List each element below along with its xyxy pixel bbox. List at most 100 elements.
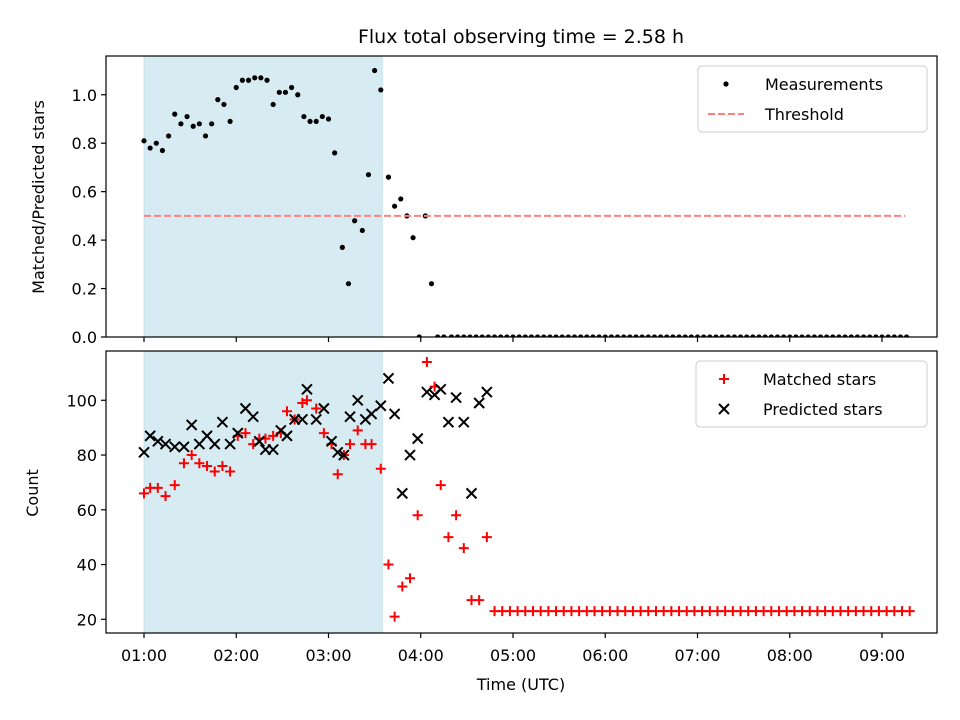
- chart-title: Flux total observing time = 2.58 h: [358, 26, 684, 48]
- matched-stars-point: [202, 460, 213, 471]
- measurements-point: [676, 334, 682, 337]
- measurements-point: [768, 334, 774, 337]
- measurements-point: [787, 334, 793, 337]
- measurements-point: [670, 334, 676, 337]
- measurements-point: [590, 334, 596, 337]
- predicted-stars-point: [442, 416, 455, 428]
- bottom-frame: [105, 350, 938, 634]
- predicted-stars-point: [152, 435, 164, 448]
- matched-stars-point: [345, 439, 356, 450]
- measurements-point: [365, 172, 372, 178]
- measurements-point: [270, 101, 276, 108]
- measurements-point: [276, 89, 282, 95]
- matched-stars-point: [389, 611, 400, 622]
- measurements-point: [553, 334, 559, 337]
- matched-stars-point: [904, 606, 915, 617]
- measurements-point: [781, 334, 787, 337]
- measurements-point: [608, 334, 614, 337]
- measurements-point: [319, 113, 325, 120]
- predicted-stars-point: [325, 435, 338, 448]
- measurements-point: [774, 334, 781, 337]
- matched-stars-point: [421, 356, 432, 367]
- measurements-point: [707, 334, 713, 337]
- matched-stars-point: [383, 559, 394, 570]
- measurements-point: [824, 334, 830, 337]
- measurements-point: [811, 334, 817, 337]
- predicted-stars-point: [396, 487, 409, 500]
- bottom-x-tick-label: 05:00: [490, 646, 536, 665]
- predicted-stars-point: [404, 449, 416, 461]
- measurements-point: [885, 334, 891, 337]
- measurements-point: [392, 203, 398, 209]
- measurements-point: [658, 334, 664, 337]
- measurements-point: [854, 334, 860, 337]
- measurements-point: [385, 174, 392, 180]
- measurements-point: [713, 334, 719, 337]
- bottom-y-tick-label: 60: [77, 501, 97, 520]
- measurements-point: [836, 334, 842, 337]
- predicted-stars-point: [185, 419, 198, 431]
- measurements-point: [479, 334, 485, 337]
- bottom-panel: 20 40 60 80 100 01:00 02:00 03:00 04:00 05:00 06:0…: [66, 350, 938, 665]
- measurements-point: [830, 334, 836, 337]
- measurements-point: [202, 133, 209, 139]
- measurements-point: [147, 145, 153, 151]
- matched-stars-point: [332, 469, 343, 480]
- predicted-stars-point: [352, 394, 364, 406]
- matched-stars-point: [443, 532, 454, 543]
- measurements-point: [817, 334, 824, 337]
- matched-stars-point: [152, 482, 163, 493]
- matched-stars-point: [178, 458, 189, 469]
- measurements-point: [264, 77, 270, 83]
- measurements-point: [688, 334, 694, 337]
- matched-stars-point: [209, 466, 220, 477]
- top-y-tick-label: 0.0: [72, 328, 97, 347]
- measurements-point: [725, 334, 731, 337]
- measurements-point: [805, 334, 811, 337]
- predicted-stars-point: [481, 386, 493, 398]
- measurements-point: [522, 334, 528, 337]
- measurements-point: [372, 67, 378, 74]
- bottom-y-tick-label: 40: [77, 556, 97, 575]
- matched-stars-point: [352, 425, 363, 436]
- measurements-point: [307, 118, 313, 125]
- matched-stars-point: [217, 460, 228, 471]
- predicted-stars-point: [267, 443, 279, 456]
- measurements-point: [645, 334, 651, 337]
- measurements-point: [541, 334, 547, 337]
- predicted-stars-point: [224, 438, 236, 450]
- predicted-stars-point: [281, 430, 293, 442]
- measurements-point: [682, 334, 688, 337]
- bottom-x-tick-label: 07:00: [674, 646, 720, 665]
- measurements-point: [904, 334, 910, 337]
- predicted-stars-point: [253, 435, 266, 448]
- measurements-point: [565, 334, 571, 337]
- matched-stars-point: [225, 466, 236, 477]
- bottom-x-tick-label: 01:00: [121, 646, 167, 665]
- predicted-stars-point: [318, 402, 330, 415]
- measurements-point: [571, 334, 578, 337]
- measurements-point: [516, 334, 522, 337]
- measurements-point: [897, 334, 904, 337]
- legend-threshold-label: Threshold: [764, 105, 844, 124]
- measurements-point: [731, 334, 737, 337]
- matched-stars-point: [139, 488, 149, 499]
- bottom-x-tick-label: 02:00: [213, 646, 259, 665]
- matched-stars-point: [375, 463, 386, 474]
- matched-stars-point: [474, 595, 485, 606]
- predicted-stars-point: [435, 383, 447, 396]
- measurements-point: [359, 227, 365, 234]
- predicted-stars-point: [450, 391, 462, 404]
- top-y-tick-label: 0.4: [72, 231, 97, 250]
- bottom-x-tick-label: 09:00: [859, 646, 905, 665]
- measurements-point: [166, 133, 172, 139]
- measurements-point: [547, 334, 553, 337]
- predicted-stars-point: [388, 408, 401, 420]
- measurements-point: [744, 334, 750, 337]
- predicted-stars-point: [365, 408, 378, 420]
- measurements-point: [627, 334, 633, 337]
- matched-stars-point: [366, 439, 377, 450]
- measurements-point: [209, 121, 215, 127]
- measurements-point: [416, 334, 422, 337]
- predicted-stars-point: [138, 446, 150, 459]
